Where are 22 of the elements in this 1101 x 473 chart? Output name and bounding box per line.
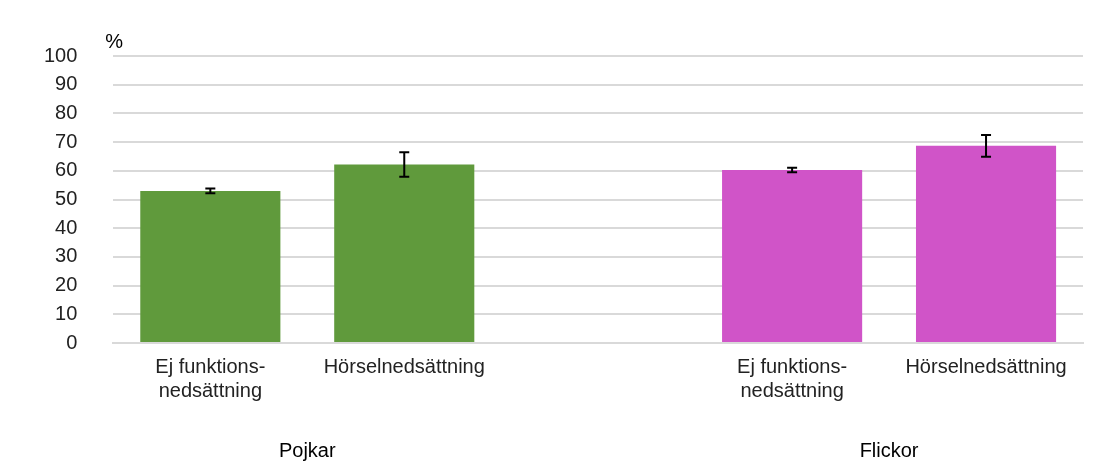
x-tick-label: Hörselnedsättning: [323, 354, 485, 377]
y-tick-label: 40: [55, 215, 78, 238]
bar: [722, 169, 863, 342]
x-tick-label: Hörselnedsättning: [905, 354, 1067, 377]
bar: [334, 164, 475, 342]
y-tick-label: 90: [55, 72, 78, 95]
y-tick-label: 10: [55, 301, 78, 324]
x-tick-label: Ej funktions- nedsättning: [155, 354, 266, 401]
x-tick-label: Ej funktions- nedsättning: [737, 354, 848, 401]
y-tick-label: 50: [55, 187, 78, 210]
y-tick-label: 80: [55, 100, 78, 123]
text: Flickor: [859, 439, 919, 461]
y-tick-label: 30: [55, 244, 78, 267]
y-tick-label: 100: [43, 43, 78, 66]
text: Pojkar: [278, 439, 336, 461]
y-tick-label: 70: [55, 129, 78, 152]
y-tick-label: 20: [55, 273, 78, 296]
y-tick-label: 60: [55, 158, 78, 181]
y-axis-title: %: [105, 29, 124, 52]
y-tick-label: 0: [66, 330, 78, 353]
bar: [140, 190, 281, 342]
bar: [915, 145, 1057, 342]
